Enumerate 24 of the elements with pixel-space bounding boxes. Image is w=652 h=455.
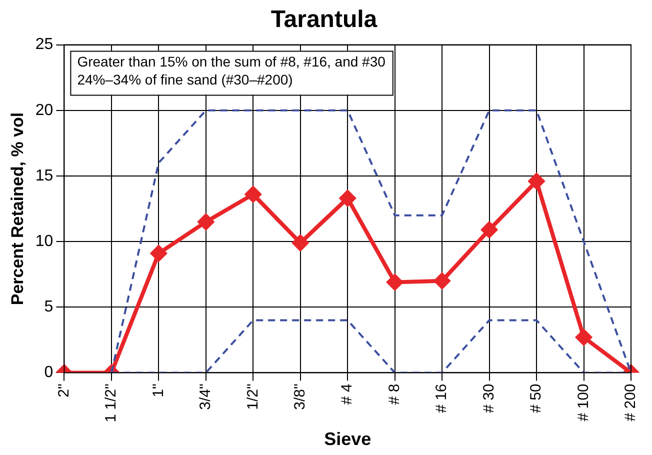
x-tick-label: 3/8" xyxy=(292,384,309,410)
x-tick-label: # 30 xyxy=(480,384,498,413)
annotation: 24%–34% of fine sand (#30–#200) xyxy=(77,72,293,88)
x-tick-label: 1 1/2" xyxy=(102,384,120,422)
y-tick-label: 0 xyxy=(44,364,54,382)
x-tick-label: # 100 xyxy=(574,384,592,422)
x-tick-label: # 8 xyxy=(386,384,403,405)
chart-title: Tarantula xyxy=(270,6,378,34)
y-tick-label: 5 xyxy=(44,298,54,316)
y-axis-title: Percent Retained, % vol xyxy=(8,112,27,306)
x-tick-label: # 200 xyxy=(622,384,640,422)
x-axis-title: Sieve xyxy=(324,429,372,450)
y-tick-label: 25 xyxy=(35,36,54,54)
x-tick-label: # 50 xyxy=(528,384,545,413)
y-tick-label: 10 xyxy=(35,232,54,250)
x-tick-label: 2" xyxy=(55,384,72,398)
y-tick-label: 15 xyxy=(35,167,54,184)
y-tick-label: 20 xyxy=(35,102,54,119)
x-tick-label: 3/4" xyxy=(197,384,214,410)
x-tick-label: # 16 xyxy=(433,384,450,413)
x-tick-label: 1/2" xyxy=(244,384,262,410)
x-tick-label: 1" xyxy=(150,384,167,398)
annotation: Greater than 15% on the sum of #8, #16, and #30 xyxy=(77,54,386,70)
x-tick-label: # 4 xyxy=(338,384,356,405)
